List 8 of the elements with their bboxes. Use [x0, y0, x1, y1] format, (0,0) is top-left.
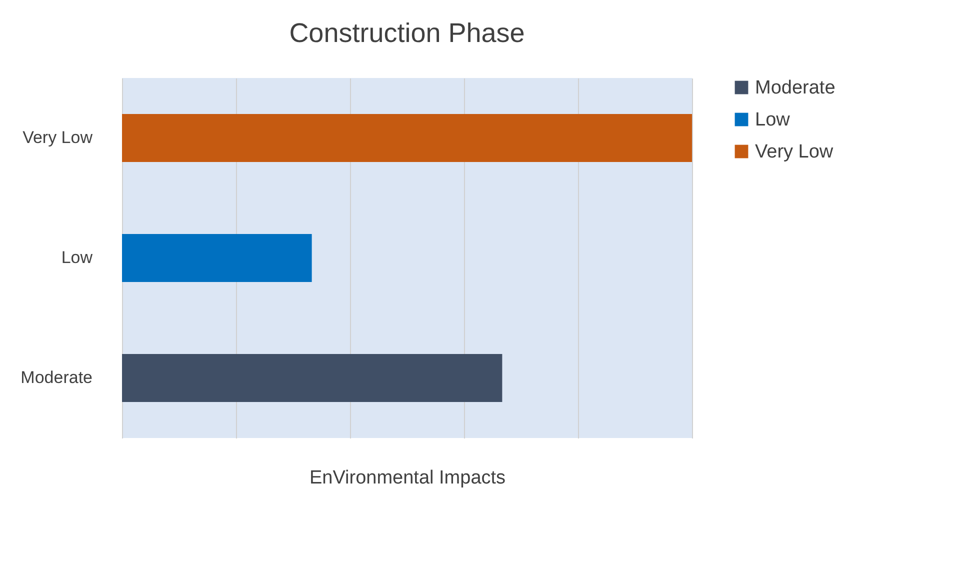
legend-label: Moderate [755, 78, 836, 98]
legend-label: Low [755, 110, 790, 130]
y-tick-label: Low [61, 248, 94, 267]
chart-title: Construction Phase [289, 18, 525, 48]
y-tick-label: Very Low [22, 128, 94, 147]
legend-label: Very Low [755, 142, 834, 162]
x-axis-title: EnVironmental Impacts [309, 468, 506, 488]
y-tick-label: Moderate [20, 368, 92, 387]
